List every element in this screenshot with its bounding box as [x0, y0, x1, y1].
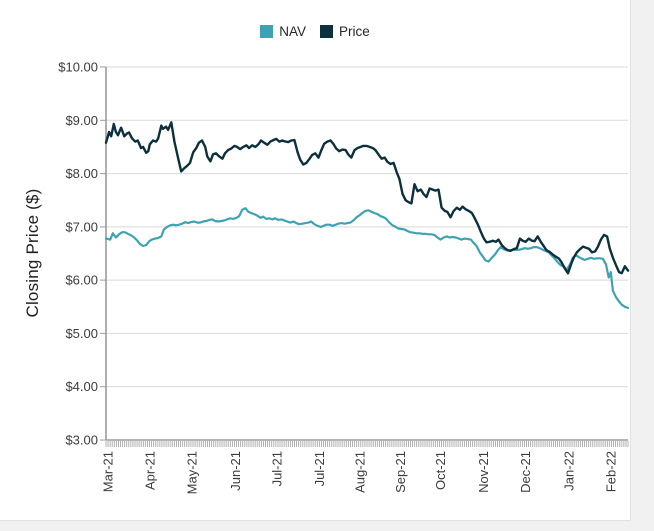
- chart-card: NAV Price Closing Price ($) $10.00 $9.00 $…: [0, 0, 631, 521]
- chart-legend: NAV Price: [0, 24, 630, 39]
- x-tick-label: Jul-21: [312, 451, 327, 486]
- legend-label-price: Price: [339, 24, 370, 39]
- price-swatch-icon: [320, 25, 333, 38]
- x-tick-label: May-21: [185, 451, 200, 494]
- price-line: [104, 121, 630, 275]
- y-tick-label: $10.00: [58, 60, 98, 75]
- x-tick-label: Feb-22: [603, 451, 618, 492]
- x-tick-label: Apr-21: [142, 451, 157, 490]
- y-tick-label: $7.00: [65, 219, 98, 234]
- y-tick-label: $8.00: [65, 166, 98, 181]
- legend-item-price[interactable]: Price: [320, 24, 370, 39]
- x-tick-label: Dec-21: [518, 451, 533, 493]
- x-tick-label: Jan-22: [562, 451, 577, 491]
- y-tick-label: $6.00: [65, 273, 98, 288]
- legend-label-nav: NAV: [279, 24, 306, 39]
- x-tick-label: Oct-21: [433, 451, 448, 490]
- x-tick-label: Nov-21: [476, 451, 491, 493]
- y-tick-label: $4.00: [65, 379, 98, 394]
- x-tick-label: Sep-21: [393, 451, 408, 493]
- y-tick-label: $9.00: [65, 113, 98, 128]
- x-tick-label: Jul-21: [270, 451, 285, 486]
- nav-line: [104, 207, 630, 309]
- y-tick-label: $3.00: [65, 433, 98, 448]
- legend-item-nav[interactable]: NAV: [260, 24, 306, 39]
- x-tick-label: Mar-21: [101, 451, 116, 492]
- x-tick-label: Aug-21: [353, 451, 368, 493]
- x-tick-label: Jun-21: [228, 451, 243, 491]
- nav-swatch-icon: [260, 25, 274, 38]
- y-tick-label: $5.00: [65, 326, 98, 341]
